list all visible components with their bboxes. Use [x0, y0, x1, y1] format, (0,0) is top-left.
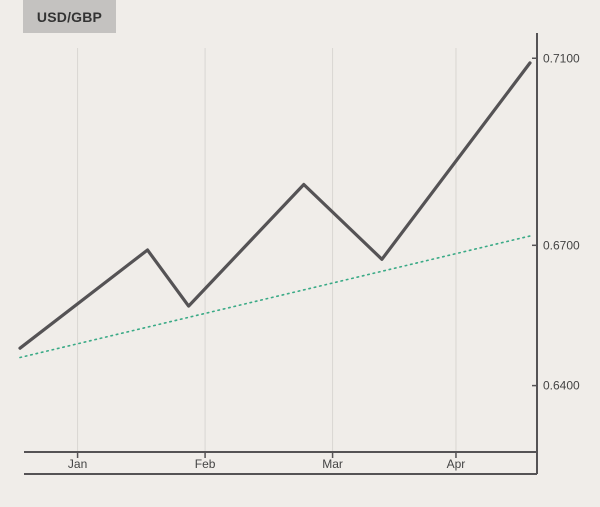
x-tick-label: Apr: [447, 457, 466, 471]
price-line: [18, 61, 532, 350]
x-tick-label: Jan: [68, 457, 87, 471]
grid-lines: [77, 48, 457, 452]
y-tick-label: 0.6400: [543, 379, 580, 393]
x-ticks: Jan Feb Mar Apr: [68, 452, 465, 471]
y-tick-label: 0.6700: [543, 238, 580, 252]
series-layer: [18, 61, 532, 359]
axes: [24, 33, 538, 475]
x-tick-label: Feb: [195, 457, 216, 471]
x-tick-label: Mar: [322, 457, 343, 471]
chart-title: USD/GBP: [23, 0, 116, 33]
y-ticks: 0.6400 0.6700 0.7100: [532, 51, 580, 393]
trend-line: [19, 235, 531, 359]
y-tick-label: 0.7100: [543, 51, 580, 65]
